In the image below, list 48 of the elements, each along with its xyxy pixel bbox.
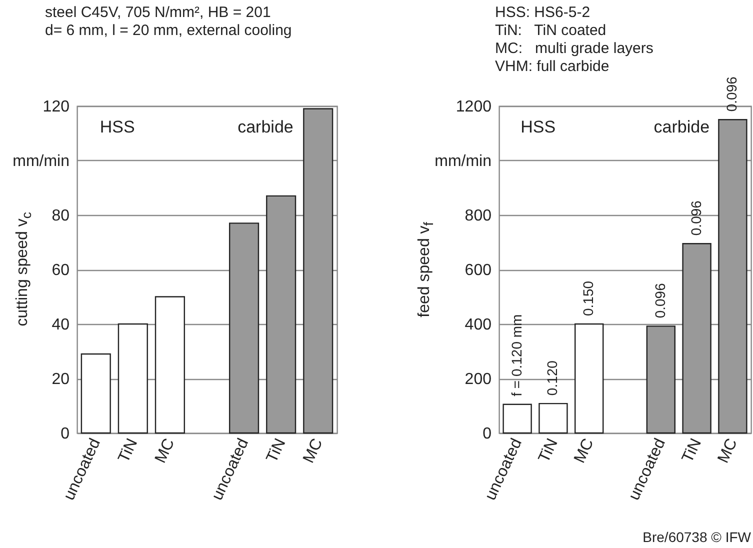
y-tick-label: 600 <box>464 262 492 279</box>
y-tick-label: mm/min <box>12 153 70 170</box>
annotation: carbide <box>238 117 294 136</box>
y-tick-label: 20 <box>52 371 70 388</box>
x-tick-label: TiN <box>536 436 562 466</box>
x-tick-label: MC <box>152 436 178 466</box>
annotation: 0.096 <box>724 76 740 112</box>
x-tick-label: MC <box>714 436 741 466</box>
annotation: f = 0.120 mm <box>508 314 524 396</box>
bar <box>303 108 334 434</box>
y-tick-label: 60 <box>52 262 70 279</box>
bar <box>682 243 712 434</box>
y-tick-label: 800 <box>464 208 492 224</box>
bar <box>80 353 111 434</box>
x-tick-label: MC <box>300 436 326 466</box>
chart-title: HSS: HS6-5-2 TiN: TiN coated MC: multi grade layers VHM: full carbide <box>495 4 654 76</box>
y-tick-label: 0 <box>60 426 70 442</box>
y-tick-label: 400 <box>464 316 492 334</box>
y-tick-label: 120 <box>42 98 70 116</box>
bar <box>228 222 260 434</box>
annotation: 0.096 <box>688 200 704 236</box>
bar <box>538 402 568 434</box>
x-tick-label: TiN <box>115 436 142 466</box>
x-tick-label: TiN <box>679 436 705 466</box>
text: Bre/60738 © IFW <box>642 529 751 545</box>
chart-title: steel C45V, 705 N/mm², HB = 201 <box>45 4 271 21</box>
x-tick-label: MC <box>571 436 598 466</box>
y-tick-label: 1200 <box>456 98 492 116</box>
y-tick-label: 40 <box>52 316 70 334</box>
annotation: 0.096 <box>652 282 668 318</box>
annotation: HSS <box>100 117 135 136</box>
bar <box>118 323 148 434</box>
annotation: carbide <box>654 117 710 136</box>
bar <box>646 326 676 434</box>
bar <box>502 404 532 434</box>
y-tick-label: mm/min <box>434 153 492 170</box>
chart-subtitle: d= 6 mm, l = 20 mm, external cooling <box>45 22 292 39</box>
annotation: 0.120 <box>544 360 560 396</box>
y-tick-label: 80 <box>52 208 70 224</box>
bar <box>266 195 296 434</box>
bar <box>154 296 186 434</box>
x-tick-label: TiN <box>264 436 290 466</box>
annotation: HSS <box>520 117 556 136</box>
y-tick-label: 0 <box>482 426 492 442</box>
bar <box>718 119 748 434</box>
y-tick-label: 200 <box>464 371 492 388</box>
annotation: 0.150 <box>580 280 596 316</box>
bar <box>574 323 604 434</box>
